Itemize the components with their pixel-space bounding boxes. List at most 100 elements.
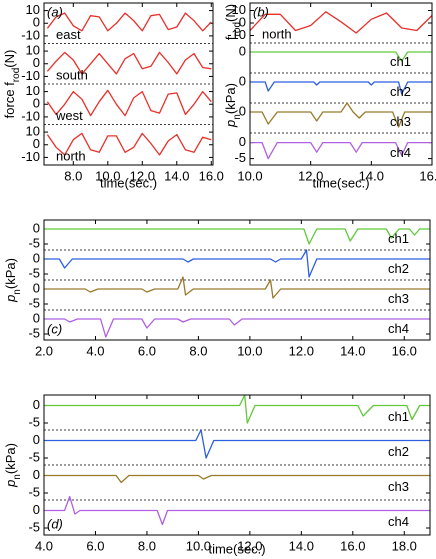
trace-label: north [262,26,292,41]
trace-label: ch2 [388,444,409,459]
trace [46,51,212,75]
y-tick-label: -5 [28,325,40,340]
trace [250,141,432,160]
trace [44,474,430,484]
y-tick-label: 10 [26,2,40,17]
y-tick-label: 10 [232,2,246,17]
y-tick-label: 0 [33,432,40,447]
y-tick-label: 0 [239,134,246,149]
trace [44,429,430,459]
y-tick-label: 10 [26,83,40,98]
panel-letter: (a) [47,4,63,19]
y-axis-label-part: p [3,480,18,488]
x-axis-label: time(sec.) [100,175,157,190]
trace-label: ch2 [390,84,411,99]
y-tick-label: 0 [33,250,40,265]
y-tick-label: 0 [33,136,40,151]
y-tick-label: 0 [33,15,40,30]
trace [44,276,430,299]
trace [44,228,430,245]
y-axis-label-part: (kPa) [3,258,18,289]
y-axis-label-part: rod [232,22,243,36]
x-tick-label: 14.0 [164,168,189,183]
trace-label: ch3 [388,479,409,494]
x-tick-label: 18.0 [392,538,417,553]
plot-frame [43,2,214,166]
y-tick-label: 0 [239,73,246,88]
y-axis-label: frod(N) [223,4,243,40]
y-axis-label-part: p [223,120,238,128]
x-tick-label: 10.0 [95,168,120,183]
trace [250,102,432,128]
y-tick-label: -10 [227,27,246,42]
y-tick-label: -5 [28,265,40,280]
panel-letter: (b) [253,4,269,19]
y-tick-label: 0 [239,43,246,58]
y-tick-label: -5 [28,295,40,310]
trace-label: ch1 [390,54,411,69]
trace-label: ch3 [388,291,409,306]
trace [46,89,212,117]
trace [250,81,432,95]
x-tick-label: 4.0 [86,343,104,358]
x-tick-label: 16.0 [419,168,436,183]
x-tick-label: 12.0 [298,168,323,183]
x-tick-label: 16.0 [392,343,417,358]
y-axis-label-part: n [12,474,23,480]
y-axis-label: pn(kPa) [3,258,23,303]
y-tick-label: -5 [28,235,40,250]
x-tick-label: 12.0 [237,538,262,553]
trace-label: ch4 [388,321,409,336]
x-axis-label: time(sec.) [208,541,265,556]
trace [44,249,430,278]
trace [46,12,212,32]
trace-label: west [55,108,83,123]
y-tick-label: 10 [26,43,40,58]
x-tick-label: 12.0 [130,168,155,183]
trace [250,51,432,62]
y-tick-label: 0 [33,220,40,235]
trace-label: ch4 [388,514,409,529]
y-axis-label: pn(kPa) [3,443,23,488]
trace-label: ch3 [390,114,411,129]
y-tick-label: -5 [28,519,40,534]
y-tick-label: -10 [21,68,40,83]
x-tick-label: 14.0 [340,343,365,358]
y-axis-label: force frod(N) [2,50,22,119]
y-axis-label-part: (N) [223,4,238,22]
x-tick-label: 6.0 [86,538,104,553]
y-tick-label: -5 [234,150,246,165]
trace [46,132,212,156]
trace-label: ch2 [388,261,409,276]
y-axis-label-part: force f [2,82,17,119]
y-axis-label-part: (kPa) [3,443,18,474]
x-tick-label: 14.0 [359,168,384,183]
x-axis-label: time(sec.) [312,175,369,190]
x-tick-label: 8.0 [64,168,82,183]
x-tick-label: 14.0 [289,538,314,553]
y-tick-label: 0 [33,280,40,295]
x-tick-label: 2.0 [35,343,53,358]
y-tick-label: -10 [21,108,40,123]
y-tick-label: 10 [26,124,40,139]
trace [44,495,430,526]
y-axis-label-part: rod [11,68,22,82]
y-tick-label: 0 [33,467,40,482]
trace-label: ch1 [388,231,409,246]
y-axis-label-part: (N) [2,50,17,68]
y-tick-label: 0 [33,310,40,325]
x-tick-label: 16.0 [199,168,224,183]
y-tick-label: -5 [28,484,40,499]
y-axis-label-part: (kPa) [223,83,238,114]
y-tick-label: 0 [33,397,40,412]
x-tick-label: 16.0 [340,538,365,553]
trace [44,318,430,338]
y-tick-label: 0 [239,14,246,29]
panel-letter: (d) [47,516,63,531]
y-axis-label: pn(kPa) [223,83,243,128]
x-tick-label: 10.0 [186,538,211,553]
trace-label: east [56,27,81,42]
trace [249,11,433,34]
y-axis-label-part: n [12,289,23,295]
x-tick-label: 12.0 [289,343,314,358]
